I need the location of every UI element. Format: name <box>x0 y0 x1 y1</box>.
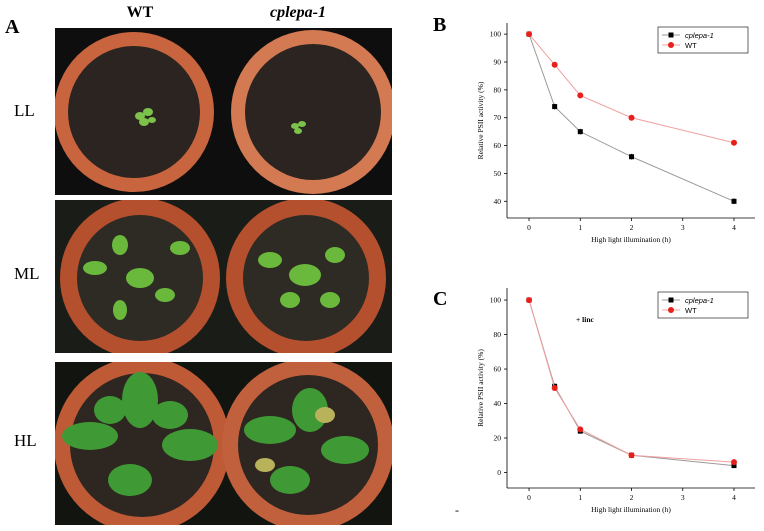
x-axis-label: High light illumination (h) <box>591 235 671 244</box>
marker <box>629 154 635 160</box>
y-tick-label: 50 <box>494 169 502 178</box>
column-header: WT <box>127 4 154 21</box>
marker <box>628 452 635 459</box>
y-axis-label: Relative PSII activity (%) <box>476 81 485 159</box>
y-tick-label: 20 <box>494 434 502 443</box>
panel-label: C <box>433 288 447 310</box>
y-tick-label: 90 <box>494 58 502 67</box>
x-tick-label: 3 <box>681 223 685 232</box>
y-tick-label: 100 <box>490 30 502 39</box>
x-tick-label: 4 <box>732 493 736 502</box>
marker <box>731 463 737 469</box>
marker <box>551 385 558 391</box>
chart: 40 50 60 70 80 90 100 0 1 2 3 4 High light illuminat… <box>476 23 755 244</box>
photo-ml <box>55 200 392 353</box>
x-tick-label: 2 <box>630 493 634 502</box>
y-axis-label: Relative PSII activity (%) <box>476 349 485 427</box>
photo-hl <box>55 362 392 525</box>
marker <box>730 459 737 466</box>
legend-marker <box>668 307 674 313</box>
legend-box <box>657 26 749 54</box>
column-header: cplepa-1 <box>270 4 326 21</box>
legend-label: cplepa-1 <box>685 296 714 305</box>
marker <box>526 297 533 304</box>
x-tick-label: 1 <box>578 493 582 502</box>
marker <box>551 61 558 68</box>
row-label: HL <box>14 431 37 450</box>
legend-marker <box>668 297 674 303</box>
legend-box <box>657 291 749 319</box>
series-line <box>528 299 735 467</box>
x-tick-label: 4 <box>732 223 736 232</box>
x-tick-label: 1 <box>578 223 582 232</box>
marker <box>526 31 533 38</box>
panel-label: A <box>5 16 20 38</box>
y-tick-label: 80 <box>494 85 502 94</box>
y-tick-label: 100 <box>490 296 502 305</box>
x-tick-label: 0 <box>527 493 531 502</box>
y-tick-label: 80 <box>494 330 502 339</box>
x-tick-label: 3 <box>681 493 685 502</box>
chart: 0 20 40 60 80 100 0 1 2 3 4 High light illumination… <box>476 288 755 514</box>
x-tick-label: 2 <box>630 223 634 232</box>
legend-label: WT <box>685 306 697 315</box>
stray-mark: - <box>455 503 459 517</box>
legend-marker <box>668 42 674 48</box>
x-axis-label: High light illumination (h) <box>591 505 671 514</box>
row-label: LL <box>14 101 35 120</box>
legend-label: cplepa-1 <box>685 31 714 40</box>
y-tick-label: 60 <box>494 141 502 150</box>
marker <box>552 104 558 110</box>
y-tick-label: 70 <box>494 113 502 122</box>
legend-marker <box>668 32 674 38</box>
x-tick-label: 0 <box>527 223 531 232</box>
marker <box>577 92 584 99</box>
photo-ll <box>55 28 392 195</box>
panel-label: B <box>433 14 446 36</box>
y-tick-label: 60 <box>494 365 502 374</box>
legend-label: WT <box>685 41 697 50</box>
marker <box>731 198 737 204</box>
row-label: ML <box>14 264 40 283</box>
annotation: + linc <box>576 315 594 324</box>
y-tick-label: 40 <box>494 399 502 408</box>
marker <box>577 426 584 433</box>
marker <box>577 129 583 135</box>
y-tick-label: 40 <box>494 197 502 206</box>
marker <box>628 114 635 121</box>
y-tick-label: 0 <box>497 468 501 477</box>
marker <box>730 139 737 146</box>
series-line <box>528 299 735 463</box>
